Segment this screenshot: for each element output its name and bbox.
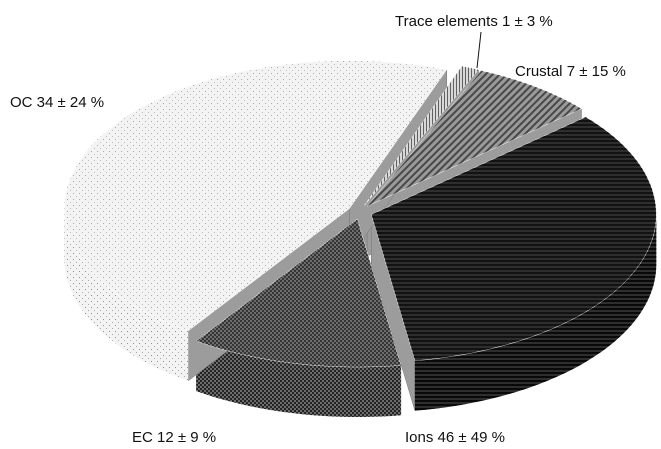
slice-category: Crustal bbox=[515, 63, 563, 80]
slice-texture bbox=[367, 70, 582, 207]
slice-value-label: 34 ± 24 % bbox=[37, 94, 104, 111]
leader-line bbox=[476, 31, 482, 69]
slice-category: Trace elements bbox=[395, 13, 498, 30]
data-label: EC 12 ± 9 % bbox=[132, 429, 216, 446]
slice-texture bbox=[371, 117, 657, 361]
slice-side-texture bbox=[414, 214, 657, 411]
slice-texture bbox=[196, 219, 401, 367]
slice-side-texture bbox=[196, 341, 401, 417]
data-label: OC 34 ± 24 % bbox=[10, 94, 104, 111]
slice-category: OC bbox=[10, 94, 33, 111]
data-label: Trace elements 1 ± 3 % bbox=[395, 13, 553, 30]
slice-category: EC bbox=[132, 429, 153, 446]
slice-value-label: 1 ± 3 % bbox=[502, 13, 553, 30]
slice-value-label: 12 ± 9 % bbox=[157, 429, 216, 446]
slice-value-label: 46 ± 49 % bbox=[438, 429, 505, 446]
slice-texture bbox=[364, 66, 479, 206]
data-label: Crustal 7 ± 15 % bbox=[515, 63, 626, 80]
data-label: Ions 46 ± 49 % bbox=[405, 429, 505, 446]
slice-category: Ions bbox=[405, 429, 433, 446]
slice-value-label: 7 ± 15 % bbox=[567, 63, 626, 80]
slice-side-texture bbox=[64, 208, 189, 381]
slice-texture bbox=[64, 60, 447, 331]
